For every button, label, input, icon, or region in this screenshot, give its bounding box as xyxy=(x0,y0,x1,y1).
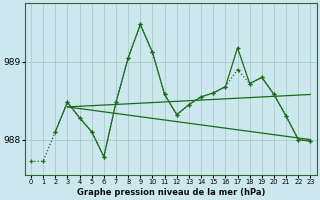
X-axis label: Graphe pression niveau de la mer (hPa): Graphe pression niveau de la mer (hPa) xyxy=(76,188,265,197)
